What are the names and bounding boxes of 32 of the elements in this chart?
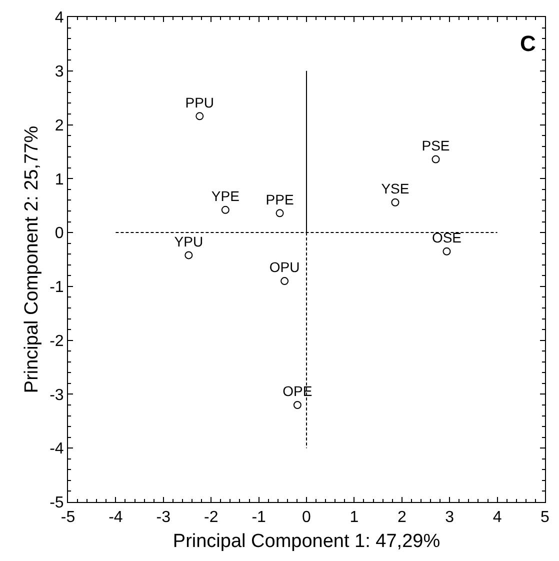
x-tick-label: 1 <box>350 509 359 526</box>
y-tick-label: 2 <box>54 117 64 134</box>
data-label: OPU <box>269 259 300 276</box>
annotation: C <box>520 31 536 56</box>
x-tick-label: 2 <box>397 509 406 526</box>
y-tick-label: 4 <box>54 10 64 27</box>
y-tick-label: -1 <box>50 279 64 296</box>
x-tick-label: -1 <box>252 509 266 526</box>
y-tick-label: -2 <box>50 332 64 350</box>
x-tick-label: 3 <box>445 509 454 526</box>
y-tick-label: 0 <box>54 225 64 242</box>
x-tick-label: 0 <box>302 509 312 526</box>
x-tick-label: -2 <box>204 509 218 526</box>
y-tick-label: -5 <box>50 494 64 512</box>
x-tick-label: 5 <box>540 509 550 526</box>
data-label: OSE <box>432 230 462 246</box>
data-label: YPE <box>211 188 240 204</box>
x-tick-label: -4 <box>108 509 123 526</box>
data-label: PSE <box>422 137 450 154</box>
data-label: YSE <box>381 180 410 197</box>
data-label: PPE <box>266 191 294 208</box>
data-label: YPU <box>174 233 204 250</box>
y-tick-label: -4 <box>50 440 64 458</box>
y-tick-label: -3 <box>50 386 64 404</box>
x-axis-title: Principal Component 1: 47,29% <box>172 531 440 552</box>
y-axis-title: Principal Component 2: 25,77% <box>21 126 42 394</box>
y-tick-label: 1 <box>54 171 64 188</box>
x-tick-label: 4 <box>492 509 502 526</box>
data-label: PPU <box>185 94 214 110</box>
x-tick-label: -3 <box>156 509 171 526</box>
y-tick-label: 3 <box>54 63 64 80</box>
data-label: OPE <box>282 383 312 400</box>
